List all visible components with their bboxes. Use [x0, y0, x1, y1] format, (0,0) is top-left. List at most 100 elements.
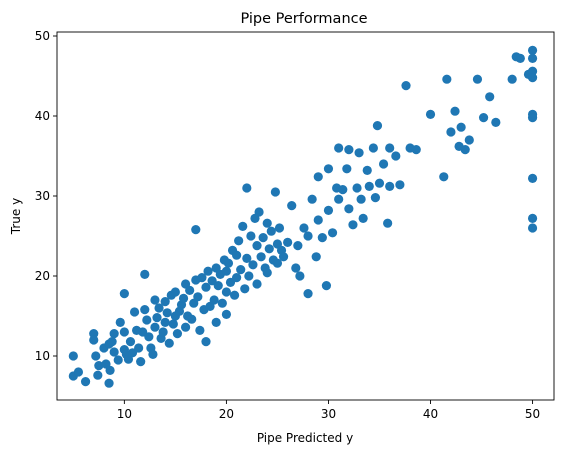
data-point — [527, 66, 538, 76]
data-point — [362, 165, 372, 175]
data-point — [527, 53, 538, 64]
data-point — [368, 143, 378, 153]
data-point — [348, 220, 358, 230]
data-point — [472, 74, 483, 84]
data-point — [464, 135, 474, 145]
data-point — [242, 183, 252, 193]
data-point — [317, 233, 327, 243]
y-tick-label: 40 — [35, 109, 50, 123]
data-point — [378, 159, 389, 169]
data-point — [385, 181, 395, 191]
data-point — [395, 180, 405, 190]
x-tick-label: 20 — [219, 407, 234, 421]
data-point — [142, 315, 152, 325]
data-point — [201, 282, 211, 292]
data-point — [203, 266, 213, 276]
data-point — [154, 303, 164, 313]
data-point — [73, 367, 84, 377]
data-point — [311, 252, 321, 262]
data-point — [334, 194, 344, 204]
data-point — [180, 322, 191, 332]
data-point — [107, 337, 117, 347]
data-point — [527, 223, 538, 233]
data-point — [491, 117, 501, 127]
data-point — [372, 121, 383, 131]
chart-title: Pipe Performance — [240, 11, 367, 27]
data-point — [307, 194, 317, 204]
data-point — [321, 281, 332, 291]
data-point — [374, 178, 385, 188]
data-point — [266, 226, 276, 236]
data-point — [185, 285, 195, 295]
data-point — [270, 187, 280, 197]
data-point — [119, 289, 129, 299]
data-point — [80, 377, 91, 387]
data-point — [158, 327, 168, 337]
data-point — [352, 183, 362, 193]
data-point — [252, 279, 262, 289]
data-point — [278, 252, 289, 262]
data-point — [252, 241, 262, 251]
data-point — [105, 365, 115, 375]
data-point — [170, 287, 180, 297]
data-point — [272, 258, 283, 268]
data-point — [238, 221, 248, 231]
data-point — [232, 250, 242, 260]
data-point — [460, 145, 470, 155]
data-point — [262, 268, 272, 278]
data-point — [89, 329, 99, 339]
data-point — [299, 223, 309, 233]
data-point — [129, 307, 140, 317]
data-point — [195, 325, 205, 335]
data-point — [113, 355, 123, 365]
data-point — [209, 295, 219, 305]
data-point — [303, 289, 313, 299]
data-point — [246, 231, 256, 241]
data-point — [450, 106, 460, 116]
data-point — [385, 143, 395, 153]
data-point — [287, 201, 297, 211]
data-point — [68, 351, 78, 361]
data-point — [354, 148, 364, 158]
data-point — [527, 213, 538, 223]
data-point — [293, 241, 303, 251]
y-tick-label: 10 — [35, 349, 50, 363]
data-point — [134, 343, 144, 353]
data-point — [223, 258, 234, 268]
data-point — [148, 349, 158, 359]
x-tick-label: 10 — [117, 407, 132, 421]
data-point — [527, 113, 538, 123]
y-tick-label: 20 — [35, 269, 50, 283]
points-layer — [68, 45, 538, 388]
data-point — [187, 314, 197, 324]
data-point — [150, 322, 160, 332]
data-point — [172, 329, 183, 339]
data-point — [119, 327, 129, 337]
y-tick-label: 30 — [35, 189, 50, 203]
data-point — [144, 332, 154, 342]
data-point — [370, 193, 381, 203]
data-point — [236, 265, 246, 275]
data-point — [150, 295, 160, 305]
data-point — [442, 74, 452, 84]
data-point — [364, 181, 374, 191]
data-point — [168, 319, 178, 329]
data-point — [109, 347, 119, 357]
data-point — [262, 218, 272, 228]
data-point — [274, 223, 285, 233]
data-point — [439, 172, 449, 182]
data-point — [244, 271, 254, 281]
data-point — [478, 113, 489, 123]
data-point — [193, 292, 203, 302]
data-point — [140, 269, 150, 279]
data-point — [91, 351, 101, 361]
data-point — [125, 337, 136, 347]
data-point — [94, 361, 104, 371]
data-point — [201, 337, 211, 347]
data-point — [295, 271, 305, 281]
data-point — [213, 281, 223, 291]
data-point — [229, 290, 240, 300]
data-point — [342, 164, 352, 174]
x-tick-label: 30 — [321, 407, 336, 421]
